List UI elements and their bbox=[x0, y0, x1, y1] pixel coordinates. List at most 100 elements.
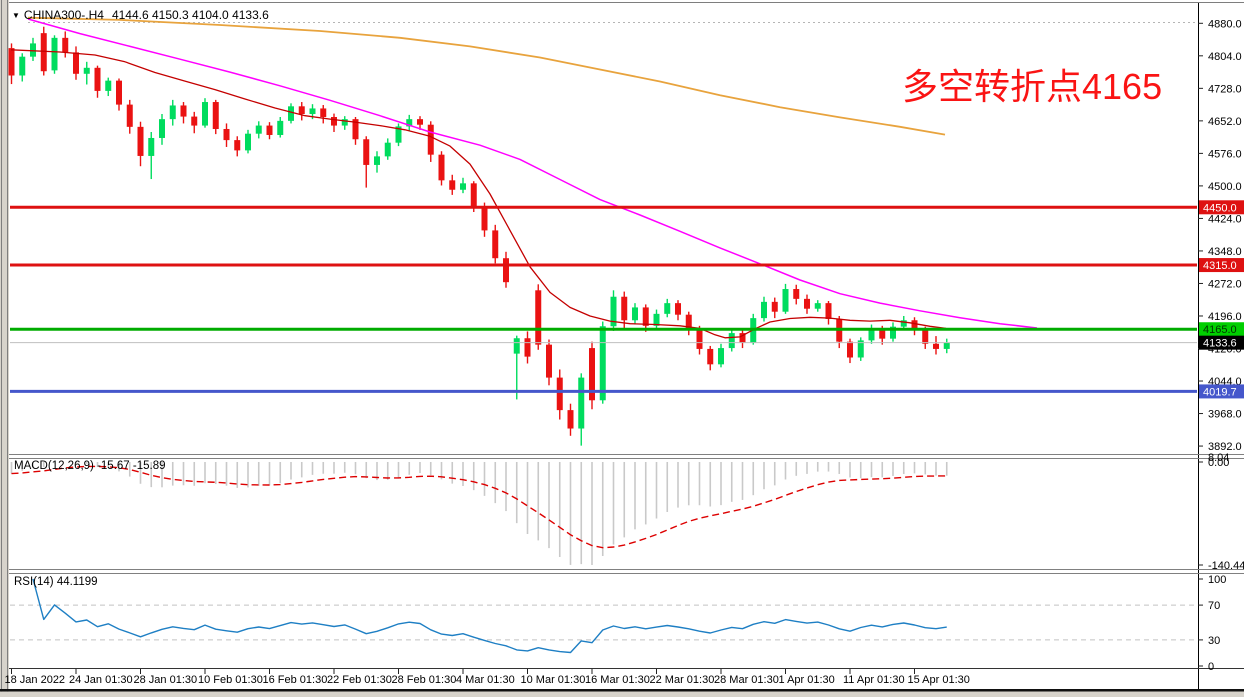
time-tick-label: 18 Jan 2022 bbox=[5, 674, 66, 686]
candle bbox=[943, 342, 950, 349]
candle bbox=[664, 303, 671, 314]
candle bbox=[169, 105, 176, 120]
bottom-frame bbox=[0, 691, 1244, 697]
time-tick-label: 10 Feb 01:30 bbox=[198, 674, 263, 686]
ohlc-values: 4144.6 4150.3 4104.0 4133.6 bbox=[111, 8, 269, 22]
macd-signal-line bbox=[11, 465, 947, 549]
ma-slow-orange bbox=[27, 16, 946, 136]
time-tick-label: 28 Mar 01:30 bbox=[714, 674, 779, 686]
candle bbox=[578, 377, 585, 429]
hline-label-4019.7: 4019.7 bbox=[1203, 386, 1237, 398]
candle bbox=[427, 124, 434, 155]
candle bbox=[793, 289, 800, 299]
price-tick-label: 4500.0 bbox=[1208, 181, 1242, 193]
candle bbox=[481, 206, 488, 231]
candle bbox=[62, 37, 69, 53]
rsi-line bbox=[32, 578, 947, 654]
candle bbox=[728, 333, 735, 349]
candle bbox=[19, 56, 26, 76]
candle bbox=[632, 307, 638, 321]
candle bbox=[567, 410, 574, 429]
candle bbox=[116, 80, 122, 105]
candle bbox=[266, 125, 273, 135]
candle bbox=[492, 230, 499, 259]
candle bbox=[804, 298, 810, 309]
candle bbox=[868, 328, 875, 341]
macd-max-label: 8.04 bbox=[1208, 452, 1229, 464]
candle bbox=[352, 119, 359, 140]
candle bbox=[374, 156, 380, 165]
candle bbox=[223, 128, 230, 141]
hline-label-4450.0-box bbox=[1199, 200, 1244, 215]
price-tick-label: 3968.0 bbox=[1208, 409, 1242, 421]
price-tick-label: 4576.0 bbox=[1208, 148, 1242, 160]
time-tick-label: 22 Mar 01:30 bbox=[650, 674, 715, 686]
candle bbox=[535, 290, 542, 345]
candle bbox=[212, 102, 219, 129]
price-tick-label: 4652.0 bbox=[1208, 116, 1242, 128]
rsi-level-label: 70 bbox=[1208, 600, 1220, 612]
candle bbox=[556, 377, 563, 411]
candle bbox=[825, 303, 832, 319]
time-tick-label: 10 Mar 01:30 bbox=[521, 674, 586, 686]
candle bbox=[911, 320, 918, 331]
candle bbox=[126, 104, 133, 127]
candle bbox=[470, 183, 477, 207]
candle bbox=[309, 108, 316, 115]
macd-histogram bbox=[10, 462, 948, 565]
candle bbox=[922, 330, 929, 344]
time-tick-label: 28 Feb 01:30 bbox=[392, 674, 457, 686]
hline-label-4315.0-box bbox=[1199, 258, 1244, 273]
candle bbox=[105, 80, 112, 91]
candle bbox=[159, 119, 165, 138]
candle bbox=[524, 338, 531, 357]
time-tick-label: 22 Feb 01:30 bbox=[327, 674, 392, 686]
macd-indicator-label: MACD(12,26,9) -15.67 -15.89 bbox=[14, 460, 166, 472]
candle bbox=[395, 126, 402, 143]
candle bbox=[589, 348, 595, 401]
candle bbox=[30, 43, 36, 57]
price-tick-label: 4196.0 bbox=[1208, 311, 1242, 323]
candle bbox=[341, 119, 348, 126]
candle bbox=[438, 154, 445, 181]
price-tick-label: 4348.0 bbox=[1208, 246, 1242, 258]
rsi-level-label: 100 bbox=[1208, 574, 1226, 586]
ma-fast-red bbox=[10, 49, 947, 339]
symbol-period-label: CHINA300-.H4 bbox=[23, 8, 104, 22]
price-tick-label: 4424.0 bbox=[1208, 213, 1242, 225]
macd-zero-label: 0.00 bbox=[1208, 457, 1229, 469]
candle bbox=[255, 125, 262, 134]
candle bbox=[513, 338, 520, 354]
candle bbox=[298, 106, 305, 115]
candle bbox=[696, 328, 703, 349]
candle bbox=[675, 303, 681, 315]
collapse-triangle-icon[interactable]: ▼ bbox=[12, 11, 20, 20]
time-tick-label: 4 Mar 01:30 bbox=[456, 674, 515, 686]
price-tick-label: 4272.0 bbox=[1208, 278, 1242, 290]
candle bbox=[610, 296, 617, 327]
candle bbox=[384, 142, 391, 157]
candle bbox=[40, 33, 47, 72]
candle bbox=[599, 326, 606, 401]
candle bbox=[406, 119, 413, 127]
candle bbox=[449, 180, 456, 190]
candle bbox=[814, 303, 821, 309]
candle bbox=[503, 258, 509, 283]
candle bbox=[245, 133, 251, 151]
candle bbox=[8, 48, 15, 76]
price-tick-label: 4728.0 bbox=[1208, 83, 1242, 95]
time-tick-label: 15 Apr 01:30 bbox=[908, 674, 970, 686]
candle bbox=[642, 307, 649, 326]
candle bbox=[857, 340, 864, 358]
candle bbox=[621, 296, 628, 321]
candle bbox=[191, 116, 198, 126]
current-price-label: 4133.6 bbox=[1203, 338, 1237, 350]
hline-label-4165.0: 4165.0 bbox=[1203, 324, 1237, 336]
candle bbox=[331, 117, 337, 126]
candle bbox=[234, 140, 241, 151]
time-tick-label: 16 Mar 01:30 bbox=[585, 674, 650, 686]
candle bbox=[202, 102, 208, 126]
time-tick-label: 16 Feb 01:30 bbox=[263, 674, 328, 686]
